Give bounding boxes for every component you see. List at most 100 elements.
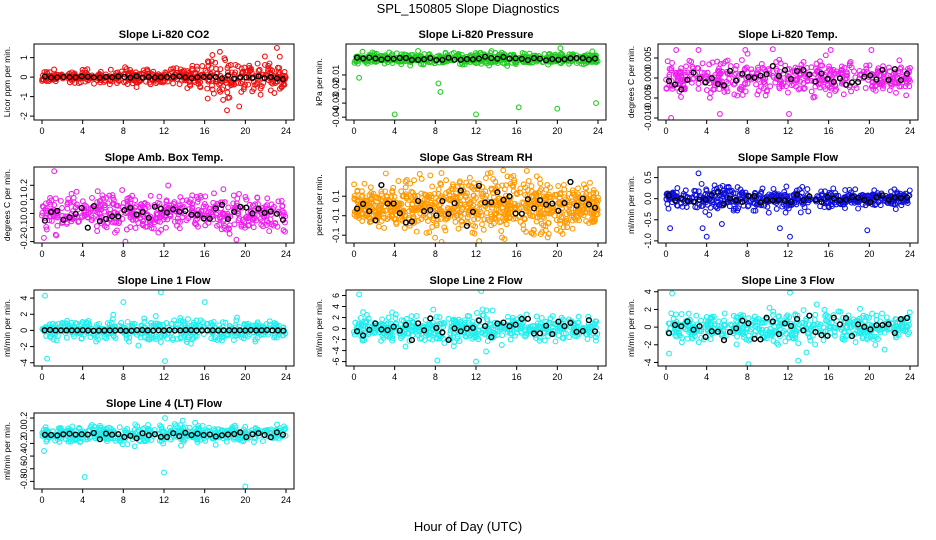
- data-point: [506, 323, 513, 330]
- data-point: [151, 203, 159, 210]
- data-point: [587, 324, 593, 331]
- data-point: [591, 55, 599, 62]
- data-point: [742, 88, 749, 95]
- x-tick-label: 8: [433, 372, 438, 382]
- figure-title: SPL_150805 Slope Diagnostics: [377, 1, 560, 16]
- data-point: [751, 192, 758, 200]
- x-tick-label: 24: [281, 126, 291, 136]
- data-point: [537, 209, 544, 216]
- data-point: [387, 208, 394, 215]
- data-point: [418, 190, 425, 197]
- data-point: [573, 328, 580, 335]
- x-tick-label: 0: [351, 372, 356, 382]
- data-point: [249, 202, 256, 209]
- data-point: [678, 86, 685, 93]
- data-point: [402, 219, 410, 226]
- data-point: [586, 219, 592, 226]
- data-point: [52, 195, 59, 202]
- data-point: [230, 192, 237, 199]
- data-point: [72, 210, 79, 218]
- x-tick-label: 0: [351, 249, 356, 259]
- data-point: [483, 307, 490, 314]
- data-point: [94, 188, 101, 195]
- data-point: [872, 201, 879, 208]
- data-point: [551, 212, 558, 219]
- data-point: [665, 77, 673, 85]
- data-point: [176, 225, 183, 232]
- data-point: [764, 203, 771, 210]
- data-point: [389, 332, 396, 339]
- data-point: [798, 189, 805, 196]
- data-point: [749, 69, 756, 76]
- data-point: [830, 78, 837, 85]
- data-point: [380, 198, 387, 205]
- data-point: [441, 320, 448, 327]
- data-point: [157, 74, 165, 81]
- data-point: [471, 216, 478, 223]
- data-point: [378, 56, 385, 63]
- x-tick-label: 20: [864, 249, 874, 259]
- series-samples: [665, 290, 913, 366]
- data-point: [201, 201, 208, 207]
- data-point: [555, 207, 562, 214]
- data-point: [396, 210, 403, 217]
- data-point: [678, 195, 685, 202]
- data-point: [804, 77, 811, 84]
- data-point: [494, 320, 501, 327]
- data-point: [204, 58, 211, 65]
- outlier-point: [718, 221, 725, 227]
- data-point: [523, 228, 529, 235]
- data-point: [55, 332, 61, 339]
- data-point: [679, 203, 686, 210]
- data-point: [54, 222, 61, 229]
- data-point: [484, 60, 490, 67]
- data-point: [384, 193, 391, 200]
- data-point: [678, 93, 684, 100]
- data-point: [491, 329, 498, 336]
- data-point: [427, 54, 434, 62]
- data-point: [524, 196, 532, 203]
- data-point: [709, 199, 716, 206]
- data-point: [562, 218, 569, 225]
- data-point: [129, 324, 136, 331]
- data-point: [830, 185, 837, 192]
- data-point: [129, 211, 136, 217]
- data-point: [699, 60, 706, 67]
- data-point: [396, 54, 403, 62]
- x-axis-label: Hour of Day (UTC): [414, 519, 522, 534]
- data-point: [397, 335, 404, 341]
- data-point: [157, 323, 163, 330]
- data-point: [280, 327, 287, 334]
- outlier-point: [695, 170, 702, 177]
- y-tick-label: 0.1: [331, 190, 341, 203]
- data-point: [836, 197, 844, 204]
- data-point: [380, 214, 387, 221]
- data-point: [378, 52, 385, 59]
- data-point: [382, 207, 389, 214]
- y-tick-label: -0.04: [331, 107, 341, 128]
- data-point: [903, 70, 911, 77]
- data-point: [463, 55, 471, 63]
- data-point: [736, 191, 743, 198]
- data-point: [724, 57, 731, 64]
- data-point: [205, 59, 212, 66]
- data-point: [254, 194, 261, 201]
- x-tick-label: 8: [745, 126, 750, 136]
- data-point: [368, 195, 375, 202]
- y-tick-label: 0: [331, 326, 341, 331]
- data-point: [401, 225, 408, 231]
- data-point: [810, 94, 817, 101]
- data-point: [242, 69, 249, 75]
- data-point: [126, 334, 133, 341]
- data-point: [276, 53, 283, 60]
- data-point: [413, 313, 420, 319]
- data-point: [690, 69, 697, 76]
- data-point: [432, 234, 439, 241]
- data-point: [246, 62, 253, 69]
- data-point: [867, 72, 874, 79]
- data-point: [479, 306, 486, 313]
- data-point: [175, 218, 181, 225]
- x-tick-label: 16: [200, 372, 210, 382]
